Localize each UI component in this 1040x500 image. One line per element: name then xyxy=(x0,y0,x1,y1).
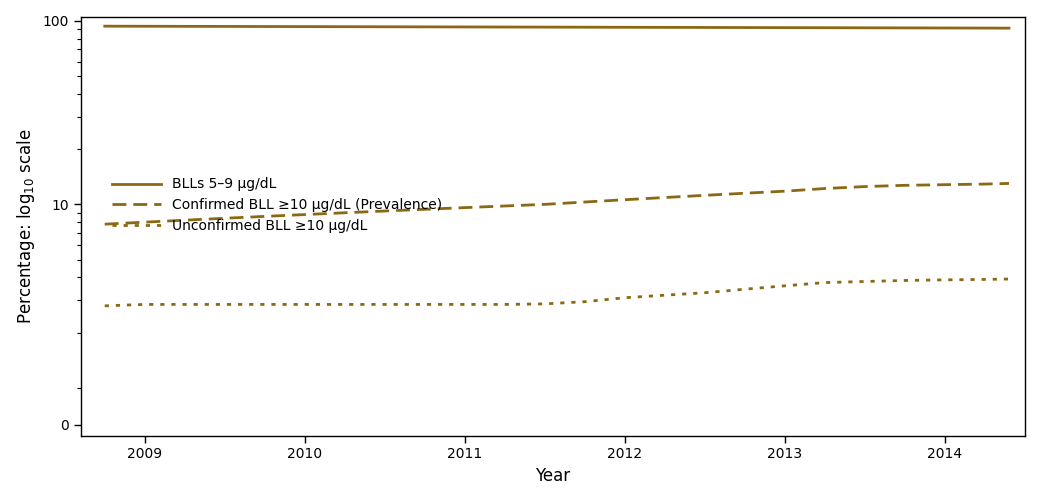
Line: Confirmed BLL ≥10 μg/dL (Prevalence): Confirmed BLL ≥10 μg/dL (Prevalence) xyxy=(105,184,1009,224)
Confirmed BLL ≥10 μg/dL (Prevalence) xyxy=(99,221,111,227)
BLLs 5–9 μg/dL xyxy=(179,24,191,30)
Unconfirmed BLL ≥10 μg/dL xyxy=(179,302,191,308)
Confirmed BLL ≥10 μg/dL (Prevalence) xyxy=(899,182,911,188)
Unconfirmed BLL ≥10 μg/dL xyxy=(99,303,111,309)
Line: Unconfirmed BLL ≥10 μg/dL: Unconfirmed BLL ≥10 μg/dL xyxy=(105,279,1009,306)
Confirmed BLL ≥10 μg/dL (Prevalence) xyxy=(418,206,431,212)
Confirmed BLL ≥10 μg/dL (Prevalence) xyxy=(298,212,311,218)
Confirmed BLL ≥10 μg/dL (Prevalence) xyxy=(339,210,352,216)
Unconfirmed BLL ≥10 μg/dL xyxy=(699,290,711,296)
BLLs 5–9 μg/dL xyxy=(459,24,471,30)
Y-axis label: Percentage: log$_{10}$ scale: Percentage: log$_{10}$ scale xyxy=(15,128,37,324)
Confirmed BLL ≥10 μg/dL (Prevalence) xyxy=(218,216,231,222)
Unconfirmed BLL ≥10 μg/dL xyxy=(298,302,311,308)
Unconfirmed BLL ≥10 μg/dL xyxy=(539,301,551,307)
BLLs 5–9 μg/dL xyxy=(259,24,271,30)
BLLs 5–9 μg/dL xyxy=(99,23,111,29)
BLLs 5–9 μg/dL xyxy=(779,24,791,30)
Confirmed BLL ≥10 μg/dL (Prevalence) xyxy=(779,188,791,194)
BLLs 5–9 μg/dL xyxy=(218,24,231,30)
Line: BLLs 5–9 μg/dL: BLLs 5–9 μg/dL xyxy=(105,26,1009,28)
Unconfirmed BLL ≥10 μg/dL xyxy=(818,280,831,285)
Unconfirmed BLL ≥10 μg/dL xyxy=(498,302,511,308)
BLLs 5–9 μg/dL xyxy=(818,24,831,30)
BLLs 5–9 μg/dL xyxy=(298,24,311,30)
Confirmed BLL ≥10 μg/dL (Prevalence) xyxy=(138,219,151,225)
Confirmed BLL ≥10 μg/dL (Prevalence) xyxy=(859,184,872,190)
BLLs 5–9 μg/dL xyxy=(619,24,631,30)
BLLs 5–9 μg/dL xyxy=(939,25,952,31)
X-axis label: Year: Year xyxy=(536,467,570,485)
BLLs 5–9 μg/dL xyxy=(859,25,872,31)
Confirmed BLL ≥10 μg/dL (Prevalence) xyxy=(578,199,591,205)
Confirmed BLL ≥10 μg/dL (Prevalence) xyxy=(259,214,271,220)
Unconfirmed BLL ≥10 μg/dL xyxy=(779,283,791,289)
Unconfirmed BLL ≥10 μg/dL xyxy=(218,302,231,308)
BLLs 5–9 μg/dL xyxy=(699,24,711,30)
BLLs 5–9 μg/dL xyxy=(418,24,431,30)
Unconfirmed BLL ≥10 μg/dL xyxy=(578,298,591,304)
Unconfirmed BLL ≥10 μg/dL xyxy=(138,302,151,308)
Confirmed BLL ≥10 μg/dL (Prevalence) xyxy=(539,202,551,207)
Confirmed BLL ≥10 μg/dL (Prevalence) xyxy=(498,203,511,209)
BLLs 5–9 μg/dL xyxy=(899,25,911,31)
BLLs 5–9 μg/dL xyxy=(578,24,591,30)
Unconfirmed BLL ≥10 μg/dL xyxy=(1003,276,1015,282)
BLLs 5–9 μg/dL xyxy=(658,24,671,30)
Unconfirmed BLL ≥10 μg/dL xyxy=(979,276,991,282)
Confirmed BLL ≥10 μg/dL (Prevalence) xyxy=(658,194,671,200)
BLLs 5–9 μg/dL xyxy=(379,24,391,30)
Confirmed BLL ≥10 μg/dL (Prevalence) xyxy=(699,192,711,198)
BLLs 5–9 μg/dL xyxy=(339,24,352,30)
Unconfirmed BLL ≥10 μg/dL xyxy=(658,292,671,298)
Unconfirmed BLL ≥10 μg/dL xyxy=(418,302,431,308)
Unconfirmed BLL ≥10 μg/dL xyxy=(379,302,391,308)
Unconfirmed BLL ≥10 μg/dL xyxy=(738,286,751,292)
BLLs 5–9 μg/dL xyxy=(738,24,751,30)
BLLs 5–9 μg/dL xyxy=(539,24,551,30)
BLLs 5–9 μg/dL xyxy=(979,25,991,31)
Unconfirmed BLL ≥10 μg/dL xyxy=(259,302,271,308)
Confirmed BLL ≥10 μg/dL (Prevalence) xyxy=(939,182,952,188)
Confirmed BLL ≥10 μg/dL (Prevalence) xyxy=(459,204,471,210)
Unconfirmed BLL ≥10 μg/dL xyxy=(339,302,352,308)
Confirmed BLL ≥10 μg/dL (Prevalence) xyxy=(619,196,631,202)
BLLs 5–9 μg/dL xyxy=(138,24,151,30)
Unconfirmed BLL ≥10 μg/dL xyxy=(859,278,872,284)
Unconfirmed BLL ≥10 μg/dL xyxy=(619,294,631,300)
Confirmed BLL ≥10 μg/dL (Prevalence) xyxy=(818,186,831,192)
Unconfirmed BLL ≥10 μg/dL xyxy=(459,302,471,308)
Unconfirmed BLL ≥10 μg/dL xyxy=(899,278,911,283)
Confirmed BLL ≥10 μg/dL (Prevalence) xyxy=(179,217,191,223)
BLLs 5–9 μg/dL xyxy=(1003,25,1015,31)
Confirmed BLL ≥10 μg/dL (Prevalence) xyxy=(1003,180,1015,186)
Confirmed BLL ≥10 μg/dL (Prevalence) xyxy=(379,208,391,214)
BLLs 5–9 μg/dL xyxy=(498,24,511,30)
Confirmed BLL ≥10 μg/dL (Prevalence) xyxy=(738,190,751,196)
Unconfirmed BLL ≥10 μg/dL xyxy=(939,277,952,283)
Legend: BLLs 5–9 μg/dL, Confirmed BLL ≥10 μg/dL (Prevalence), Unconfirmed BLL ≥10 μg/dL: BLLs 5–9 μg/dL, Confirmed BLL ≥10 μg/dL … xyxy=(106,172,447,239)
Confirmed BLL ≥10 μg/dL (Prevalence) xyxy=(979,181,991,187)
